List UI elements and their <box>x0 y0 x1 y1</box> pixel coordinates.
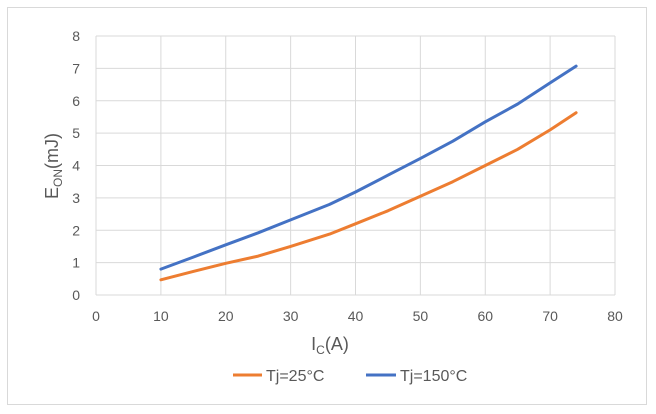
y-axis-ticks: 0 1 2 3 4 5 6 7 8 <box>72 28 80 303</box>
y-tick-label: 6 <box>72 93 80 109</box>
y-tick-label: 0 <box>72 287 80 303</box>
legend-label-tj150: Tj=150°C <box>400 368 467 385</box>
x-tick-label: 80 <box>607 308 623 324</box>
grid <box>95 35 616 296</box>
x-tick-label: 0 <box>92 308 100 324</box>
y-tick-label: 5 <box>72 125 80 141</box>
y-tick-label: 1 <box>72 255 80 271</box>
y-axis-title: EON(mJ) <box>42 133 65 199</box>
y-tick-label: 7 <box>72 60 80 76</box>
y-tick-label: 4 <box>72 158 80 174</box>
x-axis-ticks: 0 10 20 30 40 50 60 70 80 <box>92 308 623 324</box>
x-tick-label: 20 <box>218 308 234 324</box>
legend: Tj=25°C Tj=150°C <box>233 368 467 385</box>
x-tick-label: 60 <box>477 308 493 324</box>
x-tick-label: 40 <box>348 308 364 324</box>
x-tick-label: 70 <box>542 308 558 324</box>
x-tick-label: 50 <box>413 308 429 324</box>
y-tick-label: 3 <box>72 190 80 206</box>
legend-label-tj25: Tj=25°C <box>266 368 324 385</box>
series-line-tj150 <box>159 64 578 271</box>
x-tick-label: 10 <box>153 308 169 324</box>
y-tick-label: 2 <box>72 222 80 238</box>
series-lines <box>159 64 578 282</box>
y-tick-label: 8 <box>72 28 80 44</box>
x-tick-label: 30 <box>283 308 299 324</box>
x-axis-title: IC(A) <box>311 334 349 357</box>
series-line-tj25 <box>159 111 578 282</box>
